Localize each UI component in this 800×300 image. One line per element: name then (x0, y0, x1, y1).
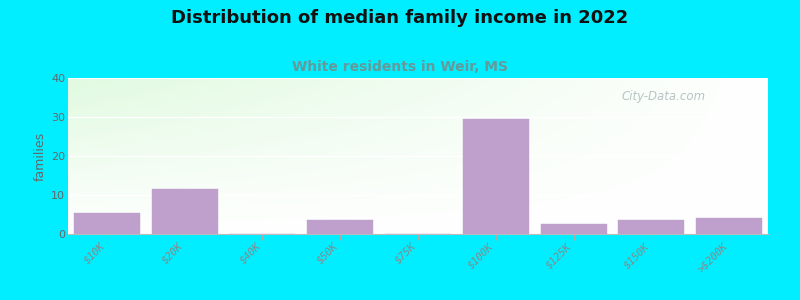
Bar (74, 212, 140, 234)
Text: White residents in Weir, MS: White residents in Weir, MS (292, 60, 508, 74)
Bar (462, 119, 529, 234)
Text: Distribution of median family income in 2022: Distribution of median family income in … (171, 9, 629, 27)
Text: City-Data.com: City-Data.com (621, 91, 705, 103)
Bar (152, 189, 218, 234)
Y-axis label: families: families (34, 131, 47, 181)
Bar (696, 218, 762, 234)
Bar (618, 220, 684, 234)
Bar (541, 224, 606, 234)
Bar (307, 220, 374, 234)
